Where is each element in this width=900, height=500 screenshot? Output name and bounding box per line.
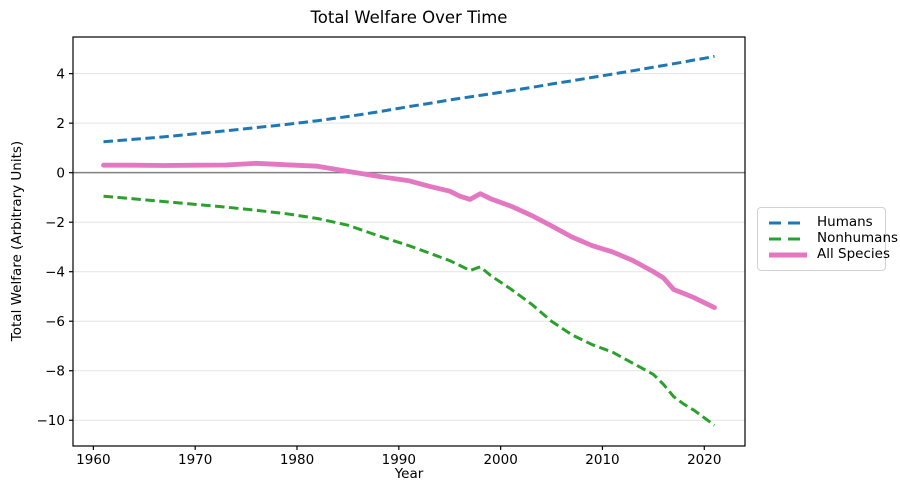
y-tick-label--6: −6	[45, 314, 65, 330]
legend-item-nonhumans: Nonhumans	[766, 231, 898, 247]
y-tick-label-2: 2	[56, 116, 65, 132]
legend: Humans Nonhumans All Species	[757, 207, 898, 271]
legend-label-humans: Humans	[817, 214, 873, 231]
legend-swatch-nonhumans-line	[769, 237, 807, 241]
y-tick-label-4: 4	[56, 66, 65, 82]
y-tick-label--4: −4	[45, 265, 65, 281]
x-tick-label-1980: 1980	[280, 452, 314, 468]
x-tick-label-1990: 1990	[382, 452, 416, 468]
x-axis-label: Year	[394, 466, 424, 482]
series-line-humans	[103, 54, 715, 144]
y-tick-label--10: −10	[37, 413, 66, 429]
x-tick-label-2010: 2010	[585, 452, 619, 468]
y-tick-label-0: 0	[56, 165, 65, 181]
series-line-all-species	[101, 160, 717, 311]
x-tick-label-2000: 2000	[483, 452, 517, 468]
legend-item-humans: Humans	[766, 215, 877, 231]
x-tick-label-2020: 2020	[687, 452, 721, 468]
x-tick-label-1960: 1960	[76, 452, 110, 468]
legend-label-nonhumans: Nonhumans	[817, 230, 899, 247]
y-tick-label--8: −8	[45, 364, 65, 380]
chart-title: Total Welfare Over Time	[310, 8, 508, 27]
legend-label-all-species: All Species	[817, 246, 890, 263]
series-line-nonhumans	[103, 194, 716, 427]
legend-item-all-species: All Species	[766, 247, 890, 263]
legend-swatch-all-species-line	[769, 252, 807, 258]
legend-swatch-humans-line	[769, 221, 807, 225]
y-tick-label--2: −2	[45, 215, 65, 231]
x-tick-label-1970: 1970	[178, 452, 212, 468]
axes-spines	[72, 36, 746, 447]
